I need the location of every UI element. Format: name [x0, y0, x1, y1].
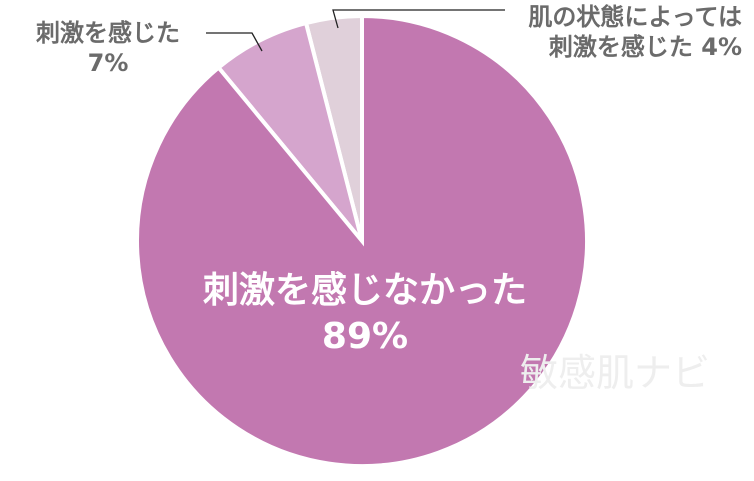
label-felt: 刺激を感じた 7%	[10, 18, 206, 78]
label-main-value: 89%	[321, 316, 409, 357]
label-felt-name: 刺激を感じた	[36, 19, 180, 47]
watermark: 敏感肌ナビ	[520, 351, 711, 395]
label-main-name: 刺激を感じなかった	[202, 270, 527, 311]
leader-line-depends	[332, 9, 505, 29]
leader-line-felt	[206, 32, 263, 52]
label-depends: 肌の状態によっては 刺激を感じた 4%	[528, 2, 742, 62]
label-felt-value: 7%	[87, 49, 129, 77]
label-main: 刺激を感じなかった 89%	[150, 268, 580, 360]
slice-not-felt	[135, 13, 589, 468]
label-depends-line1: 肌の状態によっては	[528, 3, 742, 31]
label-depends-line2: 刺激を感じた 4%	[548, 33, 742, 61]
